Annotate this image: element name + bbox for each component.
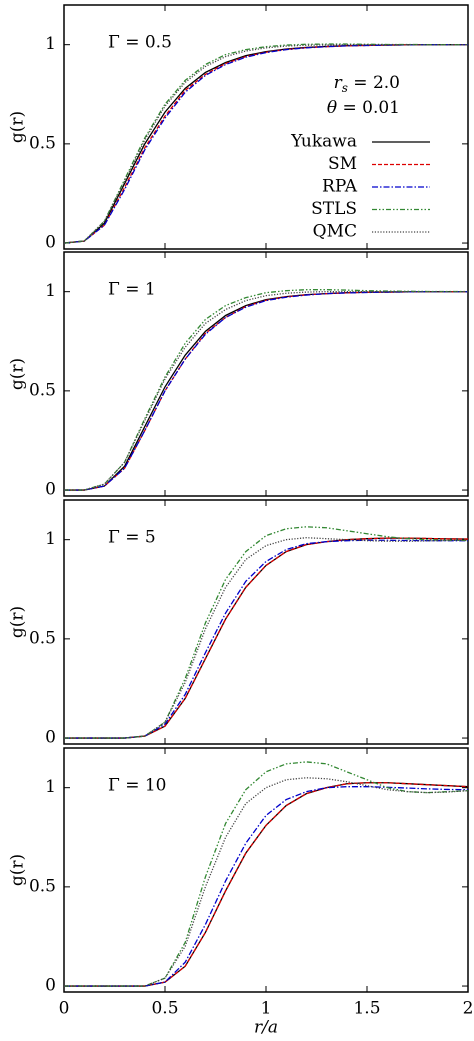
series-line: [64, 537, 468, 739]
y-axis-label: g(r): [8, 111, 28, 143]
panel-title: Γ = 0.5: [108, 33, 172, 53]
series-line: [64, 537, 468, 739]
series-line: [64, 291, 468, 491]
y-tick-label: 0: [45, 233, 56, 253]
series-line: [64, 782, 468, 987]
y-tick-label: 0.5: [29, 628, 56, 648]
series-line: [64, 777, 468, 987]
legend-label: SM: [328, 154, 357, 174]
series-line: [64, 291, 468, 491]
y-tick-label: 0.5: [29, 876, 56, 896]
panel-title: Γ = 1: [108, 280, 156, 300]
annotation: rs = 2.0: [334, 73, 400, 95]
series-line: [64, 761, 468, 987]
y-tick-label: 1: [45, 777, 56, 797]
series-line: [64, 289, 468, 491]
annotation-rest: = 0.01: [337, 98, 400, 118]
legend-label: Yukawa: [290, 132, 357, 152]
series-line: [64, 291, 468, 491]
x-tick-label: 1.5: [353, 999, 380, 1019]
y-axis-label: g(r): [8, 854, 28, 886]
y-tick-label: 0.5: [29, 380, 56, 400]
y-tick-label: 0: [45, 728, 56, 748]
series-line: [64, 526, 468, 739]
legend-label: RPA: [322, 177, 358, 197]
annotation: θ = 0.01: [327, 98, 400, 118]
y-axis-label: g(r): [8, 358, 28, 390]
series-line: [64, 782, 468, 987]
x-tick-label: 0.5: [151, 999, 178, 1019]
legend-label: QMC: [313, 222, 357, 242]
series-line: [64, 44, 468, 244]
series-line: [64, 291, 468, 491]
y-tick-label: 0.5: [29, 133, 56, 153]
annotation-symbol: θ: [327, 98, 337, 118]
y-tick-label: 1: [45, 281, 56, 301]
y-tick-label: 0: [45, 480, 56, 500]
x-tick-label: 1: [261, 999, 272, 1019]
legend-label: STLS: [311, 199, 357, 219]
series-line: [64, 539, 468, 739]
y-axis-label: g(r): [8, 606, 28, 638]
x-tick-label: 0: [59, 999, 70, 1019]
x-axis-label: r/a: [254, 1018, 278, 1038]
y-tick-label: 0: [45, 976, 56, 996]
series-line: [64, 44, 468, 244]
annotation-subscript: s: [342, 81, 348, 95]
x-tick-label: 2: [463, 999, 474, 1019]
panel-title: Γ = 5: [108, 528, 156, 548]
series-line: [64, 537, 468, 739]
series-line: [64, 43, 468, 244]
series-line: [64, 786, 468, 987]
y-tick-label: 1: [45, 529, 56, 549]
annotation-rest: = 2.0: [348, 73, 400, 93]
panel-title: Γ = 10: [108, 776, 166, 796]
series-line: [64, 44, 468, 244]
y-tick-label: 1: [45, 34, 56, 54]
series-line: [64, 44, 468, 244]
annotation-symbol: r: [334, 73, 343, 93]
